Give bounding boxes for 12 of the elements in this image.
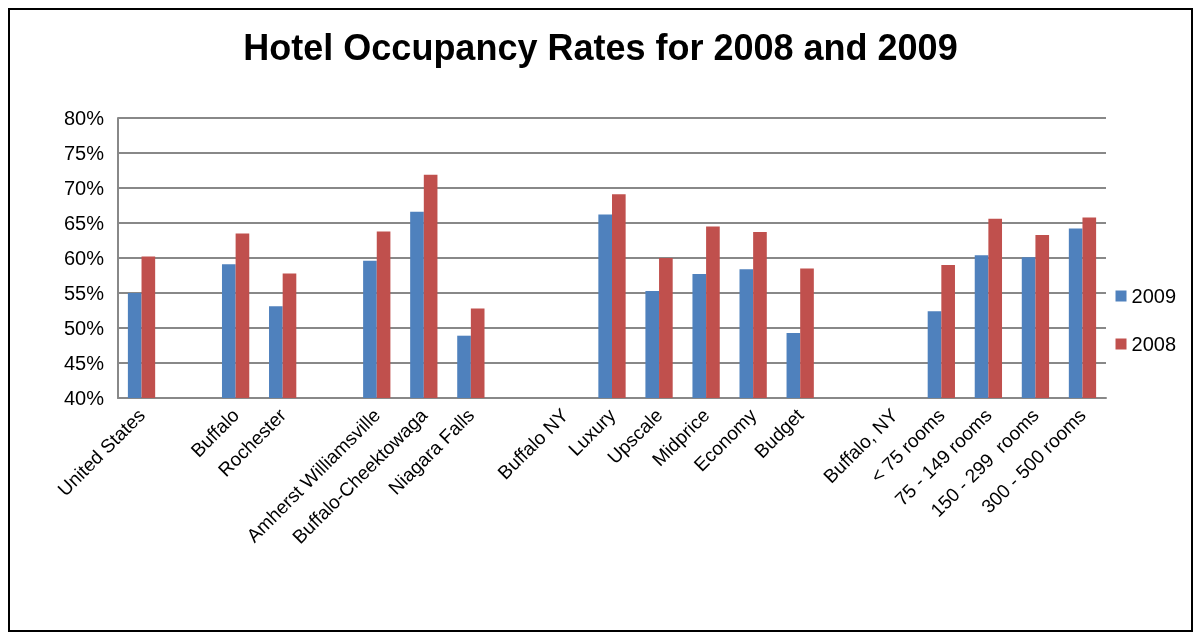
legend-label: 2008 [1131, 333, 1177, 355]
y-tick-label: 55% [63, 282, 105, 304]
y-tick-label: 40% [63, 387, 105, 409]
y-tick-label: 65% [63, 212, 105, 234]
y-tick-label: 60% [63, 247, 105, 269]
y-tick-label: 50% [63, 317, 105, 339]
y-tick-label: 80% [63, 107, 105, 129]
y-tick-label: 45% [63, 352, 105, 374]
chart-title: Hotel Occupancy Rates for 2008 and 2009 [243, 26, 958, 68]
y-tick-label: 75% [63, 142, 105, 164]
legend-label: 2009 [1131, 285, 1177, 307]
y-tick-label: 70% [63, 177, 105, 199]
